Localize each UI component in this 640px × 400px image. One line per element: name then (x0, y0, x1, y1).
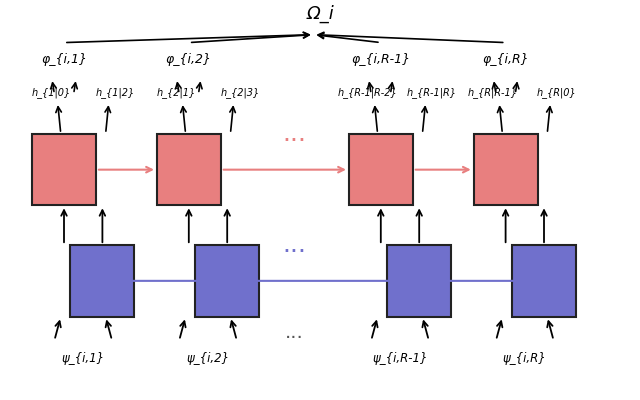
Text: h_{R-1|R}: h_{R-1|R} (407, 87, 457, 98)
FancyBboxPatch shape (512, 245, 576, 317)
Text: ψ_{i,2}: ψ_{i,2} (186, 352, 230, 365)
Text: φ_{i,R}: φ_{i,R} (483, 54, 529, 66)
Text: φ_{i,1}: φ_{i,1} (41, 54, 87, 66)
Text: h_{2|3}: h_{2|3} (220, 87, 260, 98)
Text: h_{R|R-1}: h_{R|R-1} (468, 87, 518, 98)
Text: h_{R-1|R-2}: h_{R-1|R-2} (338, 87, 398, 98)
Text: h_{R|0}: h_{R|0} (537, 87, 577, 98)
Text: φ_{i,R-1}: φ_{i,R-1} (351, 54, 410, 66)
Text: h_{1|2}: h_{1|2} (95, 87, 135, 98)
Text: ψ_{i,R-1}: ψ_{i,R-1} (372, 352, 428, 365)
Text: Ω_i: Ω_i (306, 4, 334, 23)
Text: ...: ... (282, 233, 307, 257)
Text: ψ_{i,1}: ψ_{i,1} (61, 352, 105, 365)
FancyBboxPatch shape (474, 134, 538, 206)
Text: ...: ... (285, 323, 304, 342)
Text: ...: ... (282, 122, 307, 146)
Text: φ_{i,2}: φ_{i,2} (166, 54, 212, 66)
FancyBboxPatch shape (387, 245, 451, 317)
FancyBboxPatch shape (349, 134, 413, 206)
FancyBboxPatch shape (70, 245, 134, 317)
FancyBboxPatch shape (157, 134, 221, 206)
Text: h_{1|0}: h_{1|0} (31, 87, 71, 98)
FancyBboxPatch shape (195, 245, 259, 317)
FancyBboxPatch shape (32, 134, 96, 206)
Text: ψ_{i,R}: ψ_{i,R} (503, 352, 547, 365)
Text: h_{2|1}: h_{2|1} (156, 87, 196, 98)
